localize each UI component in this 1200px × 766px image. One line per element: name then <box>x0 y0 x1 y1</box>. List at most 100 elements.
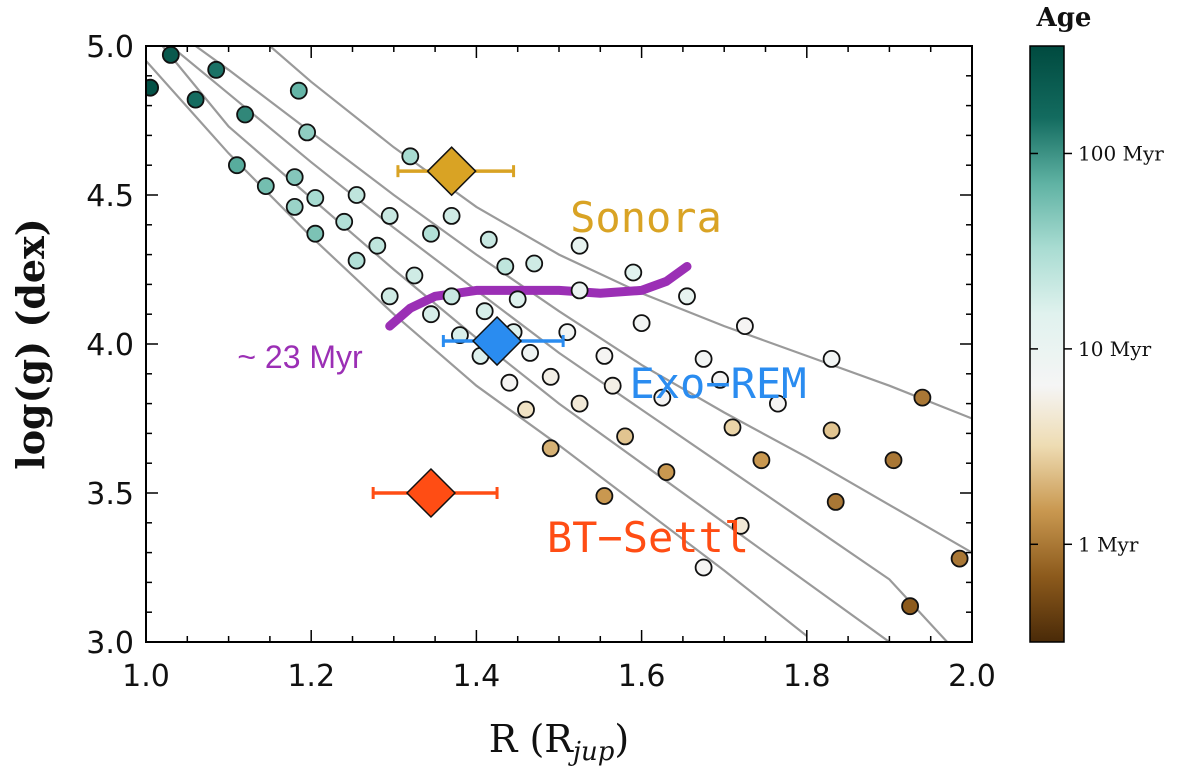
track-line <box>269 46 972 420</box>
track-point <box>752 451 771 470</box>
y-tick-label: 4.0 <box>86 328 134 363</box>
x-tick-label: 1.8 <box>783 659 831 694</box>
track-point <box>475 302 494 321</box>
track-point <box>496 257 515 276</box>
y-axis-ticks: 3.0 3.5 4.0 4.5 5.0 <box>86 30 972 661</box>
track-point <box>694 558 713 577</box>
model-marker-sonora <box>426 146 477 197</box>
track-point <box>508 290 527 309</box>
track-point <box>422 224 440 243</box>
track-point <box>653 388 672 407</box>
track-point <box>146 78 159 97</box>
track-point <box>694 349 713 368</box>
x-tick-label: 1.0 <box>122 659 170 694</box>
track-point <box>306 189 325 207</box>
x-axis-label: R (Rjup) <box>489 717 629 766</box>
track-point <box>826 492 845 511</box>
track-point <box>227 156 246 175</box>
track-point <box>186 90 205 109</box>
colorbar-tick-label: 10 Myr <box>1078 337 1152 361</box>
track-point <box>306 224 325 243</box>
track-point <box>595 346 614 365</box>
track-points <box>146 46 969 616</box>
x-axis-ticks: 1.0 1.2 1.4 1.6 1.8 2.0 <box>122 46 996 694</box>
iso-age-line <box>385 262 692 331</box>
y-axis-label: log(g) (dex) <box>8 218 53 469</box>
x-tick-label: 2.0 <box>948 659 996 694</box>
track-point <box>380 206 399 225</box>
label-bt-settl: BT−Settl <box>547 513 749 562</box>
track-line <box>146 60 808 637</box>
track-point <box>901 597 919 616</box>
track-point <box>541 367 560 386</box>
track-point <box>711 370 729 389</box>
track-point <box>450 326 469 345</box>
track-point <box>525 254 544 273</box>
model-marker-btsettl <box>405 467 457 519</box>
track-point <box>678 287 696 306</box>
x-tick-label: 1.6 <box>618 659 666 694</box>
track-point <box>285 168 304 187</box>
evolutionary-tracks <box>146 46 972 642</box>
track-point <box>541 439 560 458</box>
track-point <box>500 373 519 392</box>
track-point <box>422 305 440 324</box>
track-point <box>723 418 742 437</box>
colorbar-title: Age <box>1036 3 1092 33</box>
colorbar-tick-label: 1 Myr <box>1078 532 1139 556</box>
y-tick-label: 3.5 <box>86 477 134 512</box>
track-point <box>657 463 676 482</box>
track-point <box>347 251 366 270</box>
model-markers <box>371 146 565 519</box>
track-point <box>521 343 539 362</box>
colorbar-ticks: 100 Myr 10 Myr 1 Myr <box>1030 141 1164 556</box>
track-point <box>595 487 614 505</box>
track-point <box>347 186 366 204</box>
track-point <box>736 317 754 336</box>
iso-age-curve <box>385 262 692 331</box>
track-point <box>913 388 932 407</box>
track-point <box>298 123 317 142</box>
x-tick-label: 1.2 <box>287 659 335 694</box>
label-exo-rem: Exo−REM <box>629 359 806 408</box>
track-point <box>207 60 226 79</box>
track-line <box>194 46 972 554</box>
track-point <box>769 394 787 413</box>
model-marker-exorem <box>471 315 523 367</box>
track-point <box>624 263 643 282</box>
track-point <box>236 105 255 124</box>
label-23-myr: ~ 23 Myr <box>237 339 363 375</box>
track-point <box>616 427 634 446</box>
track-point <box>285 197 304 216</box>
y-tick-label: 5.0 <box>86 30 134 65</box>
track-point <box>442 206 461 225</box>
x-tick-label: 1.4 <box>453 659 501 694</box>
y-tick-label: 4.5 <box>86 179 134 214</box>
track-point <box>442 287 461 306</box>
colorbar-gradient <box>1029 45 1065 643</box>
track-point <box>161 46 180 64</box>
colorbar-tick-label: 100 Myr <box>1078 141 1164 165</box>
track-point <box>884 451 903 470</box>
track-point <box>570 394 589 413</box>
colorbar: Age 100 Myr 10 Myr 1 Myr <box>1029 3 1164 643</box>
track-point <box>570 236 589 255</box>
track-point <box>570 281 589 300</box>
track-point <box>401 147 420 166</box>
track-point <box>256 177 275 196</box>
y-tick-label: 3.0 <box>86 626 134 661</box>
track-point <box>950 549 969 568</box>
track-line <box>170 46 949 642</box>
track-point <box>335 212 354 231</box>
track-point <box>289 81 308 100</box>
track-point <box>822 349 841 368</box>
track-point <box>380 287 399 306</box>
track-point <box>603 376 622 395</box>
track-point <box>405 266 424 285</box>
track-point <box>632 314 651 333</box>
label-sonora: Sonora <box>570 193 722 242</box>
track-point <box>479 230 498 249</box>
track-point <box>368 236 387 255</box>
track-point <box>731 516 750 535</box>
